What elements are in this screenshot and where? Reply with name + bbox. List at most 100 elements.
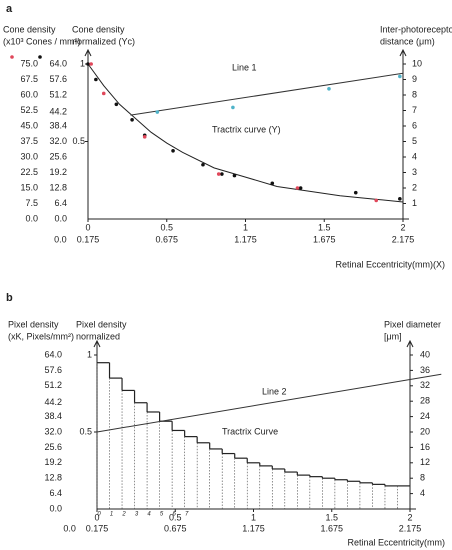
- step-label: 7: [185, 512, 189, 518]
- data-point: [353, 190, 358, 195]
- y2-tick-label: 8: [412, 89, 417, 99]
- axis-title: Cone density: [3, 24, 56, 34]
- data-point: [171, 149, 175, 153]
- y3-tick-label: 19.2: [44, 457, 62, 467]
- y3-tick-label: 15.0: [20, 182, 38, 192]
- data-point: [327, 87, 331, 91]
- y2-tick-label: 4: [412, 151, 417, 161]
- line: [96, 373, 442, 433]
- y-tick-label: 0.5: [72, 136, 85, 146]
- axis-title: (xK, Pixels/mm²): [8, 331, 74, 341]
- x2-tick-label: 0.0: [63, 523, 76, 533]
- y3-tick-label: 37.5: [20, 136, 38, 146]
- y2-tick-label: 10: [412, 58, 422, 68]
- y2-tick-label: 7: [412, 105, 417, 115]
- axis-title: Pixel density: [76, 319, 127, 329]
- x-axis-title: Retinal Eccentricity(mm): [347, 537, 445, 547]
- annotation: Line 1: [232, 62, 257, 72]
- data-point: [295, 186, 300, 190]
- y2-axis: [406, 339, 414, 509]
- data-point: [374, 198, 379, 203]
- x-tick-label: 1: [251, 512, 256, 522]
- annotation: Tractrix Curve: [222, 426, 278, 436]
- x-tick-label: 1.5: [325, 512, 338, 522]
- x-tick-label: 1: [243, 222, 248, 232]
- x-tick-label: 2: [400, 222, 405, 232]
- x-tick-label: 0: [94, 512, 99, 522]
- data-point: [101, 91, 106, 96]
- y3-tick-label: 75.0: [20, 58, 38, 68]
- column-marker: [10, 55, 14, 59]
- data-point: [86, 62, 90, 66]
- step-label: 5: [160, 512, 164, 518]
- y2-tick-label: 5: [412, 136, 417, 146]
- y3-tick-label: 52.5: [20, 105, 38, 115]
- data-point: [220, 172, 224, 176]
- y3-tick-label: 45.0: [20, 120, 38, 130]
- axis-title: normalized (Yc): [72, 36, 135, 46]
- y4-tick-label: 44.2: [49, 106, 67, 116]
- line: [130, 72, 404, 116]
- y4-tick-label: 57.6: [49, 74, 67, 84]
- step-label: 0: [97, 512, 101, 518]
- y4-tick-label: 6.4: [54, 198, 67, 208]
- line: [87, 63, 404, 203]
- y4-tick-label: 0.0: [54, 213, 67, 223]
- step-label: 2: [121, 512, 126, 518]
- y3-tick-label: 32.0: [44, 426, 62, 436]
- x2-tick-label: 0.175: [86, 523, 109, 533]
- panel-label: a: [6, 3, 13, 15]
- y2-tick-label: 20: [420, 426, 430, 436]
- data-point: [398, 74, 402, 79]
- y3-tick-label: 12.8: [44, 473, 62, 483]
- data-point: [114, 102, 119, 107]
- y3-tick-label: 60.0: [20, 89, 38, 99]
- y4-tick-label: 38.4: [49, 120, 67, 130]
- y2-tick-label: 32: [420, 380, 430, 390]
- y2-tick-label: 28: [420, 396, 430, 406]
- y-tick-label: 0.5: [79, 426, 92, 436]
- annotation: Tractrix curve (Y): [212, 124, 281, 134]
- y4-tick-label: 51.2: [49, 89, 67, 99]
- y3-tick-label: 22.5: [20, 167, 38, 177]
- y2-tick-label: 9: [412, 74, 417, 84]
- y-axis: [84, 48, 92, 219]
- x-tick-label: 2: [407, 512, 412, 522]
- axis-title: [μm]: [384, 331, 402, 341]
- x2-tick-label: 0.175: [77, 234, 100, 244]
- y4-tick-label: 19.2: [49, 167, 67, 177]
- y2-tick-label: 12: [420, 457, 430, 467]
- y3-tick-label: 38.4: [44, 411, 62, 421]
- x2-tick-label: 1.175: [234, 234, 257, 244]
- data-point: [201, 162, 205, 167]
- x2-tick-label: 0.0: [54, 234, 67, 244]
- data-point: [94, 77, 98, 82]
- x-tick-label: 0.5: [169, 512, 182, 522]
- x2-tick-label: 1.675: [320, 523, 343, 533]
- step-label: 4: [147, 512, 151, 518]
- y4-tick-label: 12.8: [49, 182, 67, 192]
- y3-tick-label: 0.0: [25, 213, 38, 223]
- y2-axis: [399, 48, 407, 219]
- x2-tick-label: 2.175: [392, 234, 415, 244]
- data-point: [231, 105, 235, 110]
- y2-tick-label: 3: [412, 167, 417, 177]
- data-point: [216, 172, 221, 176]
- y2-tick-label: 6: [412, 120, 417, 130]
- axis-title: Cone density: [72, 24, 125, 34]
- x-axis-title: Retinal Eccentricity(mm)(X): [335, 259, 445, 269]
- y-tick-label: 1: [87, 349, 92, 359]
- y2-tick-label: 16: [420, 442, 430, 452]
- column-marker: [38, 55, 42, 59]
- axis-title: distance (μm): [380, 36, 435, 46]
- y2-tick-label: 24: [420, 411, 430, 421]
- axis-title: Pixel density: [8, 319, 59, 329]
- y3-tick-label: 44.2: [44, 397, 62, 407]
- x-tick-label: 0.5: [160, 222, 173, 232]
- y4-tick-label: 32.0: [49, 136, 67, 146]
- data-point: [89, 62, 93, 66]
- x2-tick-label: 0.675: [155, 234, 178, 244]
- y2-tick-label: 40: [420, 349, 430, 359]
- y2-tick-label: 8: [420, 473, 425, 483]
- data-point: [142, 135, 147, 139]
